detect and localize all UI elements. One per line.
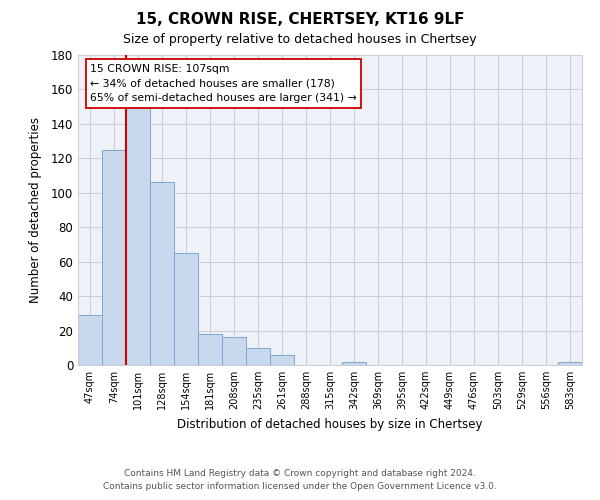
Bar	[222, 338, 246, 365]
Bar	[150, 182, 174, 365]
X-axis label: Distribution of detached houses by size in Chertsey: Distribution of detached houses by size …	[177, 418, 483, 430]
Text: 15 CROWN RISE: 107sqm
← 34% of detached houses are smaller (178)
65% of semi-det: 15 CROWN RISE: 107sqm ← 34% of detached …	[90, 64, 357, 103]
Bar	[558, 362, 582, 365]
Text: 15, CROWN RISE, CHERTSEY, KT16 9LF: 15, CROWN RISE, CHERTSEY, KT16 9LF	[136, 12, 464, 28]
Bar	[78, 315, 102, 365]
Y-axis label: Number of detached properties: Number of detached properties	[29, 117, 43, 303]
Text: Contains HM Land Registry data © Crown copyright and database right 2024.
Contai: Contains HM Land Registry data © Crown c…	[103, 470, 497, 491]
Bar	[198, 334, 222, 365]
Text: Size of property relative to detached houses in Chertsey: Size of property relative to detached ho…	[123, 32, 477, 46]
Bar	[246, 348, 270, 365]
Bar	[342, 362, 366, 365]
Bar	[270, 354, 294, 365]
Bar	[174, 253, 198, 365]
Bar	[102, 150, 126, 365]
Bar	[126, 106, 150, 365]
